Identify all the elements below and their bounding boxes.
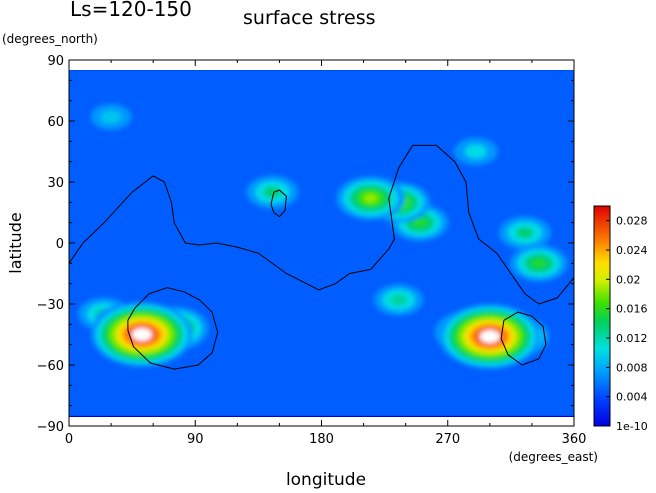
field-feature — [263, 186, 282, 198]
colorbar-tick-label: 0.02 — [616, 273, 641, 286]
x-tick-label: 270 — [435, 432, 460, 447]
y-tick-label: 90 — [47, 54, 64, 69]
field-feature — [363, 193, 378, 203]
y-tick-label: 60 — [47, 115, 64, 130]
y-tick-label: 30 — [47, 176, 64, 191]
y-axis: −90 −60 −30 0 30 60 90 — [37, 54, 574, 435]
y-tick-label: −30 — [37, 298, 64, 313]
colorbar-tick-label: 0.024 — [616, 244, 648, 257]
x-tick-label: 360 — [562, 432, 587, 447]
field-feature — [100, 110, 122, 124]
contour-hellas — [500, 311, 547, 366]
field-feature — [516, 227, 534, 239]
field-feature — [390, 294, 407, 306]
chart-title: Ls=120-150 — [70, 0, 192, 21]
colorbar-tick-label: 0.004 — [616, 391, 648, 404]
y-tick-label: −90 — [37, 420, 64, 435]
x-units-label: (degrees_east) — [509, 450, 598, 464]
contour-dichotomy — [69, 144, 574, 305]
x-tick-label: 0 — [65, 432, 73, 447]
contour-olympus — [270, 189, 287, 218]
x-tick-label: 90 — [187, 432, 204, 447]
field-feature — [464, 144, 487, 159]
x-axis: 0 90 180 270 360 — [65, 60, 587, 447]
y-tick-label: 0 — [56, 237, 64, 252]
field-feature — [412, 218, 427, 228]
field-feature — [484, 333, 495, 340]
colorbar-tick-label: 0.012 — [616, 332, 648, 345]
y-tick-label: −60 — [37, 359, 64, 374]
colorbar-tick-label: 0.008 — [616, 361, 648, 374]
field-feature — [531, 258, 547, 268]
x-tick-label: 180 — [309, 432, 334, 447]
topography-contours — [69, 144, 574, 370]
chart-subtitle: surface stress — [243, 7, 376, 29]
heatmap-field — [69, 70, 574, 417]
colorbar-ticks: 0.004 0.008 0.012 0.016 0.02 0.024 0.028 1e-10 — [606, 215, 648, 433]
colorbar-tick-label: 0.016 — [616, 303, 648, 316]
field-feature — [136, 331, 148, 338]
colorbar-min-label: 1e-10 — [616, 420, 648, 433]
y-units-label: (degrees_north) — [2, 32, 98, 46]
colorbar — [593, 205, 611, 427]
contour-argyre — [127, 287, 219, 370]
y-axis-label: latitude — [6, 212, 25, 273]
colorbar-tick-label: 0.028 — [616, 215, 648, 228]
x-axis-label: longitude — [286, 470, 366, 489]
